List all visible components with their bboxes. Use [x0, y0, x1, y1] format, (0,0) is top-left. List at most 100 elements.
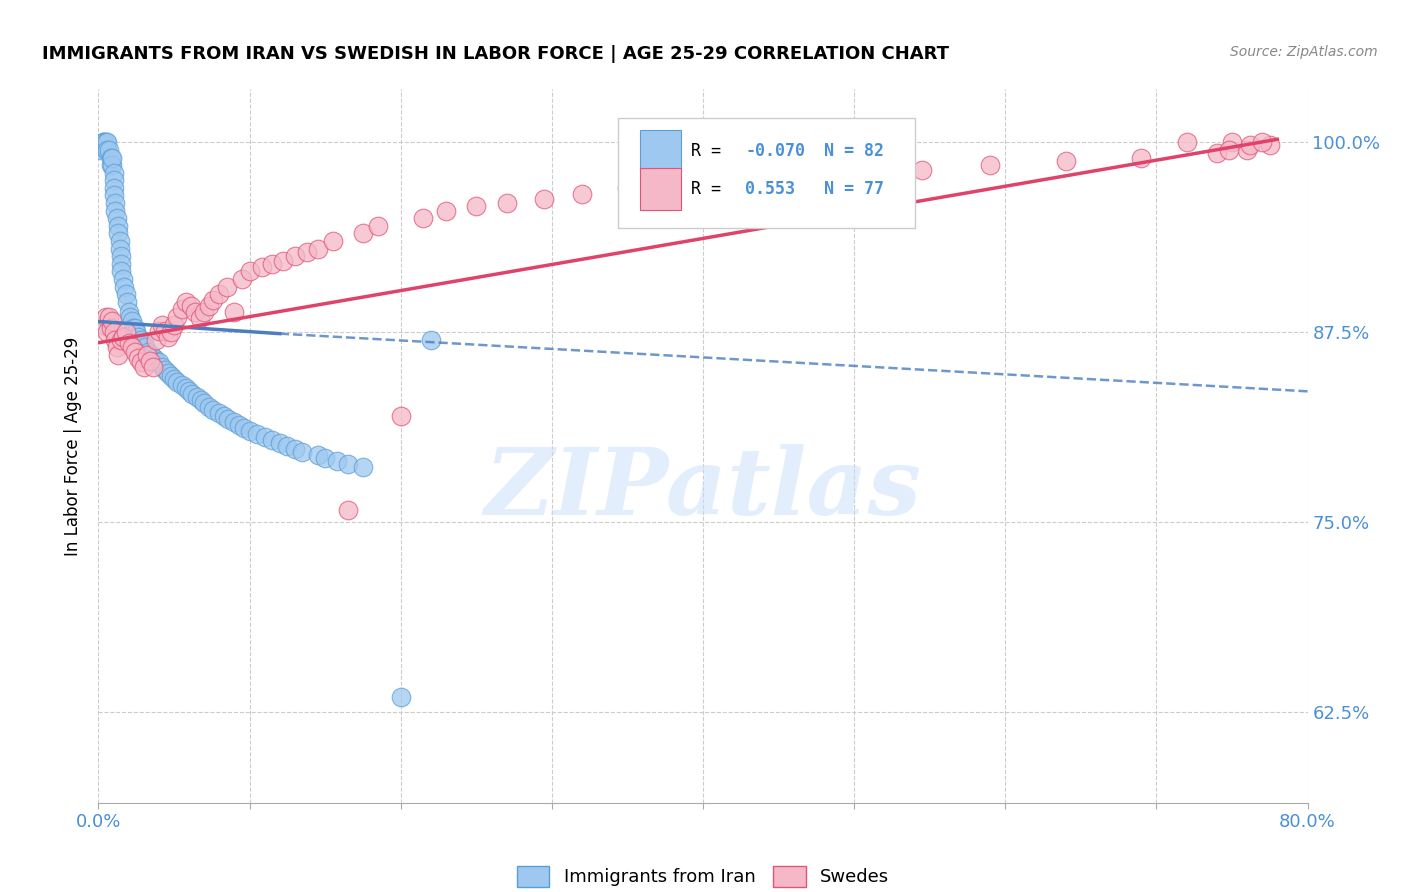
- Point: [124, 320, 146, 334]
- Point: [160, 325, 183, 339]
- Point: [101, 158, 124, 172]
- Point: [190, 393, 212, 408]
- Point: [217, 411, 239, 425]
- Point: [107, 227, 129, 241]
- Point: [721, 173, 744, 187]
- Point: [134, 340, 156, 354]
- Point: [1239, 138, 1261, 153]
- Point: [661, 178, 683, 192]
- Point: [139, 354, 162, 368]
- Text: N = 82: N = 82: [824, 143, 884, 161]
- Text: 0.553: 0.553: [745, 180, 796, 198]
- Point: [156, 329, 179, 343]
- Point: [1251, 136, 1274, 150]
- Point: [208, 287, 231, 301]
- Point: [322, 234, 344, 248]
- Point: [156, 366, 179, 380]
- Point: [108, 242, 131, 256]
- Point: [91, 318, 114, 332]
- Point: [160, 369, 183, 384]
- Point: [107, 348, 129, 362]
- Point: [174, 294, 197, 309]
- Point: [101, 151, 124, 165]
- Point: [110, 257, 132, 271]
- Point: [231, 272, 253, 286]
- Point: [110, 333, 132, 347]
- Point: [170, 378, 193, 392]
- Point: [208, 406, 231, 420]
- Point: [103, 188, 125, 202]
- Point: [186, 391, 208, 405]
- Point: [94, 136, 117, 150]
- Point: [98, 310, 121, 324]
- Point: [103, 325, 125, 339]
- Point: [979, 158, 1001, 172]
- Point: [262, 257, 284, 271]
- Point: [367, 219, 389, 233]
- Point: [250, 260, 273, 274]
- Point: [352, 227, 374, 241]
- Point: [389, 690, 412, 704]
- Point: [103, 181, 125, 195]
- Point: [193, 396, 215, 410]
- Point: [177, 384, 201, 399]
- Point: [166, 376, 188, 390]
- Point: [103, 173, 125, 187]
- Point: [153, 363, 176, 377]
- Point: [193, 305, 215, 319]
- Point: [197, 400, 219, 414]
- Point: [1130, 151, 1153, 165]
- Point: [122, 320, 145, 334]
- Point: [184, 305, 207, 319]
- Point: [232, 421, 254, 435]
- Point: [284, 442, 307, 456]
- Point: [143, 351, 166, 365]
- Point: [100, 151, 122, 165]
- Point: [96, 325, 118, 339]
- Point: [212, 409, 235, 423]
- Point: [93, 136, 115, 150]
- Point: [412, 211, 434, 226]
- Point: [215, 279, 238, 293]
- Point: [141, 348, 163, 362]
- Point: [1206, 145, 1229, 160]
- Point: [326, 454, 349, 468]
- Point: [91, 136, 114, 150]
- Point: [150, 318, 173, 332]
- Point: [262, 433, 284, 447]
- Point: [110, 249, 132, 263]
- Point: [1220, 136, 1243, 150]
- Point: [129, 355, 152, 369]
- Point: [129, 333, 152, 347]
- Point: [307, 242, 329, 256]
- Point: [782, 169, 804, 183]
- Point: [90, 143, 112, 157]
- Point: [115, 294, 138, 309]
- Point: [103, 166, 125, 180]
- Point: [911, 162, 934, 177]
- Point: [114, 325, 136, 339]
- Point: [125, 325, 148, 339]
- Point: [239, 424, 262, 438]
- Point: [124, 344, 146, 359]
- Point: [94, 310, 117, 324]
- Point: [336, 502, 359, 516]
- Point: [163, 372, 186, 386]
- Point: [465, 199, 488, 213]
- Point: [291, 445, 314, 459]
- Legend: Immigrants from Iran, Swedes: Immigrants from Iran, Swedes: [516, 866, 890, 887]
- Point: [150, 359, 173, 374]
- Point: [246, 426, 269, 441]
- Point: [107, 219, 129, 233]
- Point: [108, 234, 131, 248]
- Point: [188, 311, 211, 326]
- Point: [224, 415, 246, 429]
- Point: [1054, 153, 1077, 168]
- Point: [148, 324, 170, 338]
- Point: [269, 436, 291, 450]
- Point: [145, 333, 167, 347]
- Point: [100, 158, 122, 172]
- Point: [104, 196, 127, 211]
- Point: [202, 402, 225, 417]
- Point: [1175, 136, 1198, 150]
